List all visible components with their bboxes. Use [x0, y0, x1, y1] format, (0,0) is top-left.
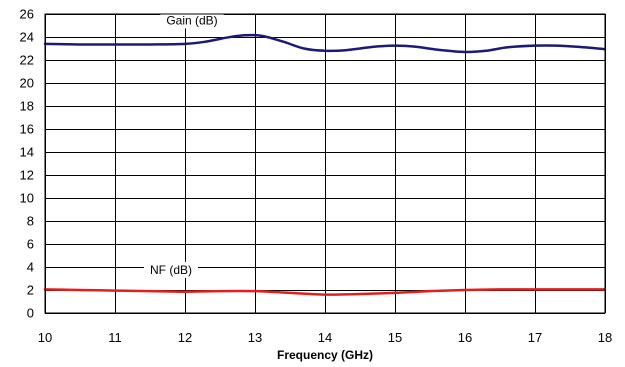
x-tick-label: 15: [388, 330, 402, 345]
x-tick-label: 18: [598, 330, 612, 345]
series-line-0: [43, 33, 607, 54]
series-label-0: Gain (dB): [166, 13, 217, 27]
series-lines: [43, 33, 607, 296]
x-tick-label: 13: [248, 330, 262, 345]
x-tick-label: 10: [38, 330, 52, 345]
plot-frame: [44, 13, 606, 314]
x-tick-label: 17: [528, 330, 542, 345]
x-tick-label: 14: [318, 330, 332, 345]
y-tick-label: 18: [20, 99, 34, 114]
y-tick-label: 6: [27, 237, 34, 252]
y-tick-label: 24: [20, 30, 34, 45]
y-tick-label: 16: [20, 122, 34, 137]
y-tick-label: 10: [20, 191, 34, 206]
x-tick-label: 11: [108, 330, 122, 345]
y-tick-label: 2: [27, 283, 34, 298]
y-tick-label: 8: [27, 214, 34, 229]
x-axis-label: Frequency (GHz): [277, 348, 373, 362]
series-label-background: [160, 12, 224, 29]
series-label-background: [144, 261, 199, 278]
x-tick-label: 12: [178, 330, 192, 345]
y-tick-label: 4: [27, 260, 34, 275]
grid: [45, 14, 606, 314]
y-tick-label: 12: [20, 168, 34, 183]
x-tick-labels: 10 11 12 13 14 15 16 17 18: [38, 330, 612, 345]
series-labels: Gain (dB) NF (dB): [144, 12, 224, 278]
x-tick-label: 16: [458, 330, 472, 345]
y-tick-label: 14: [20, 145, 34, 160]
y-tick-label: 20: [20, 76, 34, 91]
series-label-1: NF (dB): [150, 263, 192, 277]
y-tick-label: 22: [20, 53, 34, 68]
y-tick-label: 26: [20, 7, 34, 22]
y-tick-label: 0: [27, 306, 34, 321]
series-line-1: [43, 288, 607, 296]
